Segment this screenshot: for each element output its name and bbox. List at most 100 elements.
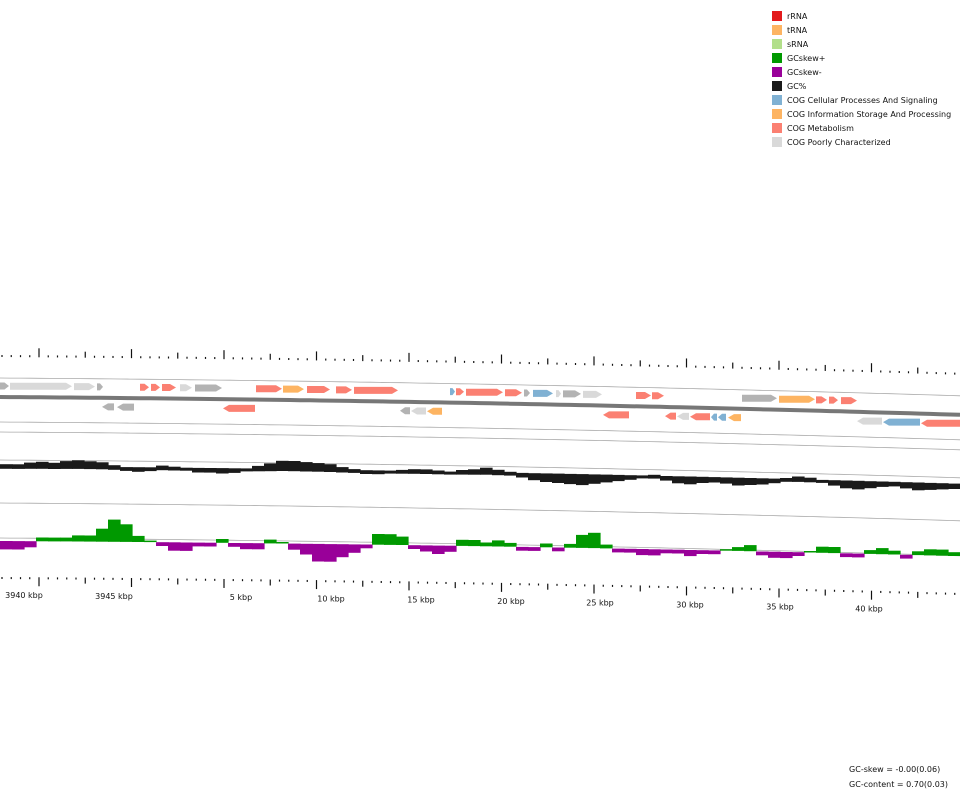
gc-skew-bar <box>576 534 589 548</box>
gc-content-bar <box>180 467 193 471</box>
track-guide-line <box>0 459 960 479</box>
gc-content-bar <box>240 468 253 472</box>
gene-arrow <box>336 386 352 394</box>
gc-skew-bar <box>552 547 565 552</box>
gc-skew-bar <box>264 539 277 544</box>
gc-skew-bar <box>828 547 841 554</box>
position-label: 40 kbp <box>855 605 883 614</box>
gc-content-bar <box>144 467 157 472</box>
gc-skew-bar <box>0 541 13 550</box>
gc-content-bar <box>924 482 937 490</box>
gene-arrow <box>102 403 114 411</box>
gc-content-bar <box>492 469 505 476</box>
gene-arrow <box>742 394 777 402</box>
gc-skew-bar <box>672 549 685 554</box>
legend-item-cog-information: COG Information Storage And Processing <box>772 107 951 121</box>
gc-skew-bar <box>36 537 49 542</box>
gc-content-bar <box>456 470 469 475</box>
gc-content-bar <box>432 470 445 475</box>
gc-content-bar <box>156 465 169 471</box>
gc-skew-bar <box>108 519 121 542</box>
gc-skew-bar <box>156 542 169 546</box>
gene-arrow <box>117 403 134 411</box>
legend-item-gc-percent: GC% <box>772 79 951 93</box>
gc-content-track <box>0 460 960 491</box>
gc-content-bar <box>216 468 229 474</box>
gc-skew-bar <box>216 539 229 543</box>
legend-label: COG Metabolism <box>787 123 854 133</box>
gc-content-bar <box>96 462 109 470</box>
gc-skew-bar <box>96 528 109 542</box>
gene-arrow <box>603 411 629 419</box>
gc-skew-bar <box>744 545 757 552</box>
gene-arrow <box>74 383 95 391</box>
gc-skew-bar <box>276 542 289 544</box>
gc-skew-bar <box>408 545 421 549</box>
gene-arrow <box>97 383 103 391</box>
gc-content-bar <box>948 483 960 489</box>
gc-content-bar <box>60 461 73 469</box>
gene-arrow <box>195 384 222 392</box>
gc-content-bar <box>876 481 889 487</box>
gc-content-bar <box>936 483 949 490</box>
gc-content-bar <box>828 480 841 486</box>
gc-skew-bar <box>636 549 649 556</box>
gc-skew-bar <box>468 540 481 547</box>
gc-skew-bar <box>336 544 349 558</box>
legend-item-rrna: rRNA <box>772 9 951 23</box>
gc-skew-bar <box>888 550 901 555</box>
gc-content-bar <box>600 474 613 483</box>
gene-arrow <box>256 385 282 393</box>
gc-skew-bar <box>48 537 61 542</box>
gene-arrow <box>563 390 581 398</box>
gene-arrow <box>223 404 255 412</box>
gc-content-bar <box>336 467 349 473</box>
gc-skew-bar <box>168 542 181 551</box>
gc-content-bar <box>384 470 397 474</box>
gc-content-bar <box>324 464 337 472</box>
gc-skew-bar <box>372 534 385 545</box>
gc-content-bar <box>84 461 97 470</box>
gc-skew-track <box>0 519 960 562</box>
legend-label: tRNA <box>787 25 808 35</box>
gc-skew-bar <box>84 535 97 542</box>
gc-skew-bar <box>432 545 445 554</box>
legend-label: GCskew+ <box>787 53 826 63</box>
gc-skew-bar <box>348 544 361 553</box>
gene-arrow <box>427 407 442 415</box>
position-label: 10 kbp <box>317 594 345 603</box>
gc-skew-bar <box>792 552 805 556</box>
gene-arrow <box>677 412 689 420</box>
gc-skew-bar <box>144 540 157 543</box>
gc-content-bar <box>744 478 757 485</box>
gc-content-bar <box>132 467 145 472</box>
gc-skew-bar <box>420 545 433 552</box>
gc-content-bar <box>756 478 769 485</box>
legend-label: rRNA <box>787 11 808 21</box>
gc-content-bar <box>264 463 277 472</box>
gc-skew-bar <box>696 550 709 554</box>
legend-swatch <box>772 53 782 63</box>
gene-arrow <box>450 388 455 396</box>
gc-skew-bar <box>444 545 457 552</box>
gc-content-bar <box>696 476 709 483</box>
gene-arrow <box>354 386 398 394</box>
gc-skew-bar <box>252 543 265 550</box>
gc-skew-bar <box>720 549 733 551</box>
gc-content-bar <box>408 469 421 474</box>
gc-skew-bar <box>612 548 625 553</box>
gc-content-bar <box>252 465 265 472</box>
genome-backbone <box>0 395 960 417</box>
gene-arrow <box>307 385 330 393</box>
legend-swatch <box>772 11 782 21</box>
gene-arrow <box>10 382 72 390</box>
gc-skew-bar <box>564 543 577 548</box>
gc-content-bar <box>684 476 697 485</box>
gc-content-bar <box>72 460 85 469</box>
gc-skew-bar <box>288 543 301 550</box>
legend-label: GC% <box>787 81 807 91</box>
gc-skew-bar <box>804 551 817 553</box>
gc-content-bar <box>24 462 37 469</box>
gc-content-bar <box>732 477 745 486</box>
position-label: 20 kbp <box>497 597 525 606</box>
